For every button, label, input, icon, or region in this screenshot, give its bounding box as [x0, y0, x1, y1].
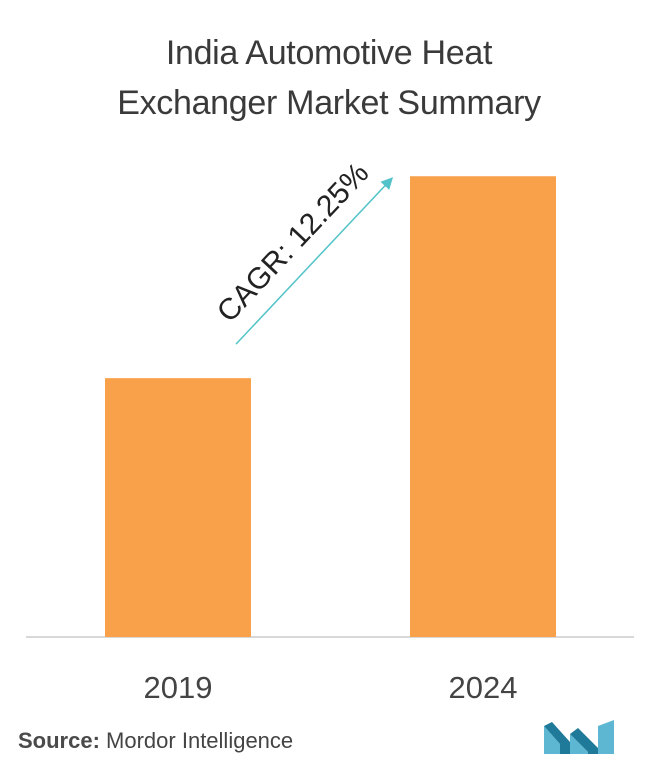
cagr-label: CAGR: 12.25% [211, 157, 376, 329]
bar-2019 [105, 378, 251, 637]
chart-title: India Automotive Heat Exchanger Market S… [0, 28, 658, 128]
chart-title-line-1: India Automotive Heat [165, 34, 493, 72]
cagr-arrow [235, 177, 394, 345]
source-note: Source: Mordor Intelligence [18, 728, 293, 754]
mordor-intelligence-logo-icon [544, 720, 614, 754]
bar-chart: 2019 2024 CAGR: 12.25% [26, 157, 634, 705]
chart-title-line-2: Exchanger Market Summary [117, 84, 541, 122]
x-tick-label-2019: 2019 [144, 670, 213, 705]
source-text: Mordor Intelligence [106, 728, 294, 753]
x-tick-label-2024: 2024 [449, 670, 518, 705]
bar-2024 [410, 176, 556, 638]
source-label: Source: [18, 728, 100, 753]
